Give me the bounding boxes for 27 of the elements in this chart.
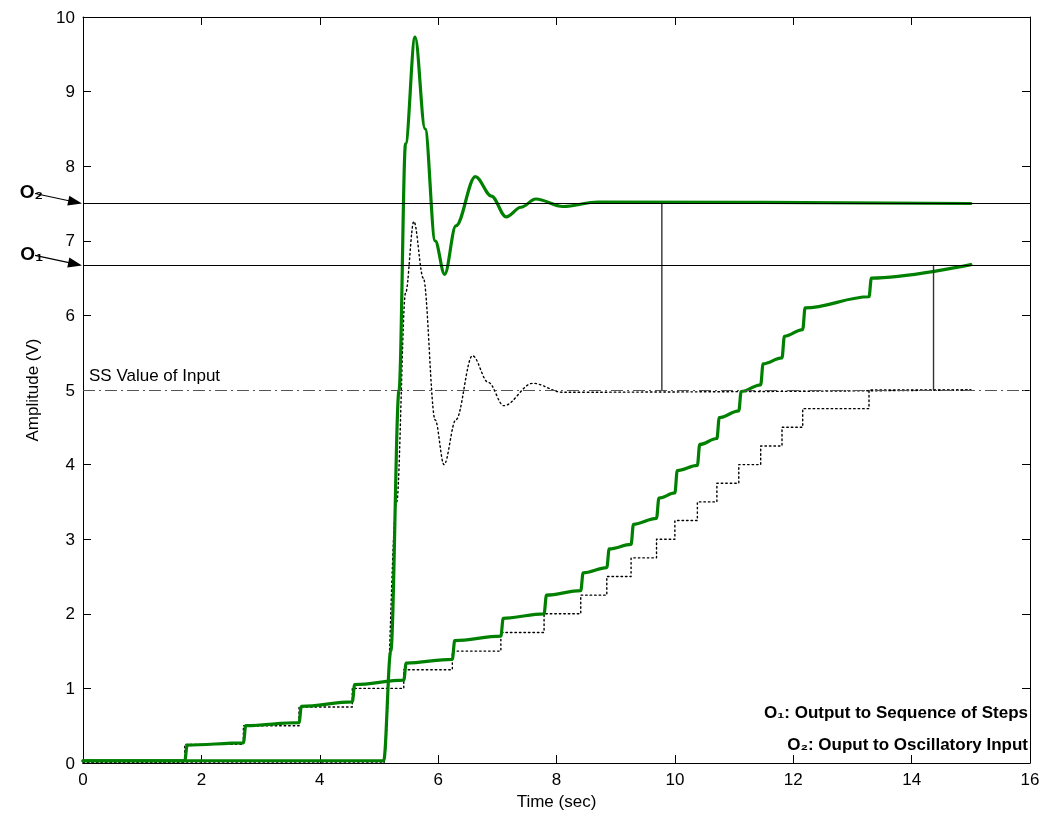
- y-tick-label: 9: [65, 82, 75, 102]
- y-tick-label: 7: [65, 231, 75, 251]
- x-tick-label: 10: [665, 770, 685, 789]
- y-tick-label: 5: [65, 380, 75, 400]
- y-tick-label: 0: [65, 753, 75, 773]
- annotation: O₂: Ouput to Oscillatory Input: [787, 735, 1029, 754]
- x-tick-label: 16: [1020, 770, 1040, 789]
- y-axis-title: Amplitude (V): [23, 338, 42, 442]
- y-tick-label: 1: [65, 678, 75, 698]
- y-tick-label: 3: [65, 529, 75, 549]
- x-tick-label: 2: [196, 770, 207, 789]
- y-tick-label: 6: [65, 305, 75, 325]
- ref-line-label: SS Value of Input: [89, 366, 221, 385]
- y-tick-label: 10: [56, 7, 75, 27]
- x-tick-label: 12: [783, 770, 803, 789]
- x-tick-label: 6: [433, 770, 443, 789]
- ref-line-label: O₂: [19, 181, 43, 202]
- x-axis-title: Time (sec): [516, 792, 597, 811]
- x-tick-label: 8: [551, 770, 562, 789]
- y-tick-label: 8: [65, 156, 75, 176]
- x-tick-label: 0: [78, 770, 88, 789]
- x-tick-label: 14: [902, 770, 922, 789]
- x-tick-label: 4: [315, 770, 325, 789]
- y-tick-label: 2: [65, 604, 75, 624]
- y-tick-label: 4: [65, 455, 75, 475]
- annotation: O₁: Output to Sequence of Steps: [764, 703, 1029, 722]
- ref-line-label: O₁: [20, 242, 44, 264]
